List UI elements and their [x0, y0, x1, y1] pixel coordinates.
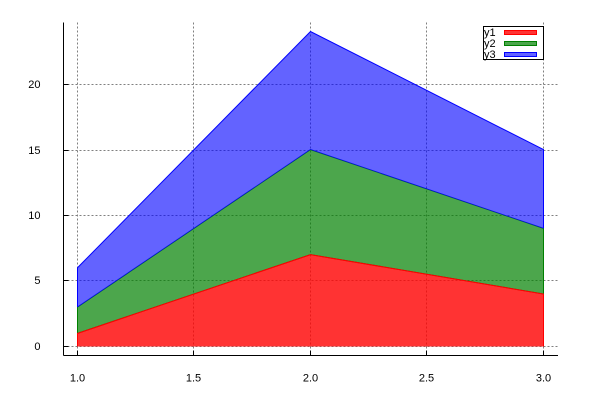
svg-text:1.0: 1.0 [70, 373, 85, 385]
svg-text:10: 10 [28, 210, 40, 222]
svg-text:1.5: 1.5 [186, 373, 201, 385]
svg-text:y2: y2 [484, 38, 496, 50]
svg-text:y1: y1 [484, 27, 496, 39]
svg-text:y3: y3 [484, 49, 496, 61]
svg-text:3.0: 3.0 [536, 373, 551, 385]
svg-text:2.5: 2.5 [419, 373, 434, 385]
svg-text:2.0: 2.0 [303, 373, 318, 385]
svg-text:15: 15 [28, 145, 40, 157]
svg-text:5: 5 [34, 275, 40, 287]
svg-text:0: 0 [34, 341, 40, 353]
svg-text:20: 20 [28, 79, 40, 91]
